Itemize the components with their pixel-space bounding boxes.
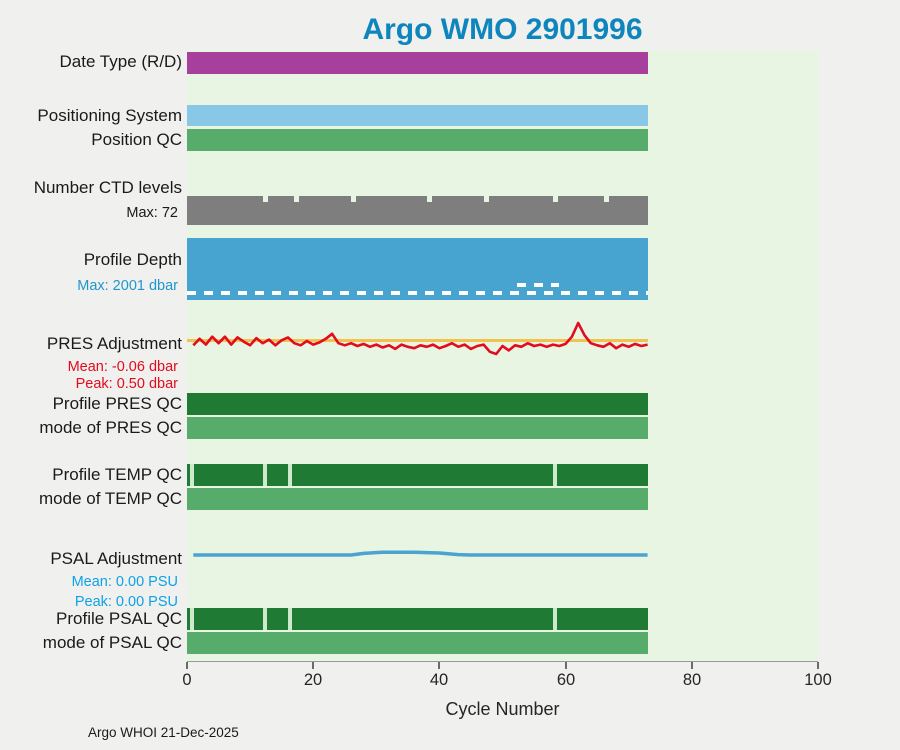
x-tick-label: 80	[682, 671, 702, 689]
footer-text: Argo WHOI 21-Dec-2025	[88, 725, 239, 740]
sublabel-psal-mean: Mean: 0.00 PSU	[71, 574, 178, 590]
qc-notch	[553, 196, 558, 202]
depth-dashed-edge-raised	[517, 283, 559, 287]
bar-profile-pres-qc	[187, 393, 648, 415]
qc-notch	[190, 464, 195, 486]
x-tick-mark	[691, 662, 693, 669]
row-label-mode-pres-qc: mode of PRES QC	[39, 418, 182, 437]
row-label-profile-psal-qc: Profile PSAL QC	[56, 609, 182, 628]
sublabel-depth-max: Max: 2001 dbar	[77, 278, 178, 294]
qc-notch	[351, 196, 357, 202]
qc-notch	[553, 608, 557, 630]
row-label-ctd-levels: Number CTD levels	[33, 178, 182, 197]
qc-notch	[483, 196, 489, 202]
pres-zero-line	[187, 339, 648, 342]
row-label-positioning-system: Positioning System	[37, 106, 182, 125]
bar-profile-depth	[187, 238, 648, 300]
qc-notch	[262, 196, 268, 202]
row-label-pres-adjustment: PRES Adjustment	[46, 334, 182, 353]
x-tick-label: 20	[303, 671, 323, 689]
qc-notch	[288, 464, 292, 486]
row-label-position-qc: Position QC	[91, 130, 182, 149]
bar-mode-psal-qc	[187, 632, 648, 654]
row-label-psal-adjustment: PSAL Adjustment	[50, 549, 182, 568]
x-tick-label: 40	[429, 671, 449, 689]
depth-dashed-edge	[187, 291, 648, 295]
bar-mode-pres-qc	[187, 417, 648, 439]
qc-notch	[190, 608, 195, 630]
qc-notch	[262, 608, 267, 630]
row-label-mode-temp-qc: mode of TEMP QC	[39, 489, 182, 508]
row-label-profile-depth: Profile Depth	[83, 250, 182, 269]
plot-area	[187, 50, 818, 662]
x-tick-mark	[565, 662, 567, 669]
qc-notch	[262, 464, 267, 486]
x-tick-label: 0	[182, 671, 192, 689]
x-tick-mark	[817, 662, 819, 669]
x-tick-mark	[438, 662, 440, 669]
bar-profile-temp-qc	[187, 464, 648, 486]
bar-ctd-levels	[187, 196, 648, 225]
x-axis-label: Cycle Number	[445, 699, 560, 719]
psal-adjustment-line	[193, 550, 648, 557]
bar-profile-psal-qc	[187, 608, 648, 630]
sublabel-psal-peak: Peak: 0.00 PSU	[74, 594, 178, 610]
bar-position-qc	[187, 129, 648, 151]
x-tick-mark	[312, 662, 314, 669]
row-label-profile-temp-qc: Profile TEMP QC	[52, 465, 182, 484]
sublabel-pres-peak: Peak: 0.50 dbar	[75, 376, 178, 392]
x-tick-mark	[186, 662, 188, 669]
bar-positioning-system	[187, 105, 648, 126]
bar-date-type	[187, 52, 648, 74]
qc-notch	[288, 608, 292, 630]
row-label-mode-psal-qc: mode of PSAL QC	[42, 633, 182, 652]
qc-notch	[553, 464, 557, 486]
qc-notch	[426, 196, 432, 202]
sublabel-ctd-max: Max: 72	[126, 205, 178, 221]
qc-notch	[294, 196, 300, 202]
page-title: Argo WMO 2901996	[362, 13, 643, 46]
bar-mode-temp-qc	[187, 488, 648, 510]
row-label-date-type: Date Type (R/D)	[59, 52, 182, 71]
qc-notch	[603, 196, 609, 202]
row-label-profile-pres-qc: Profile PRES QC	[52, 394, 182, 413]
sublabel-pres-mean: Mean: -0.06 dbar	[67, 359, 178, 375]
x-tick-label: 100	[804, 671, 832, 689]
x-tick-label: 60	[556, 671, 576, 689]
